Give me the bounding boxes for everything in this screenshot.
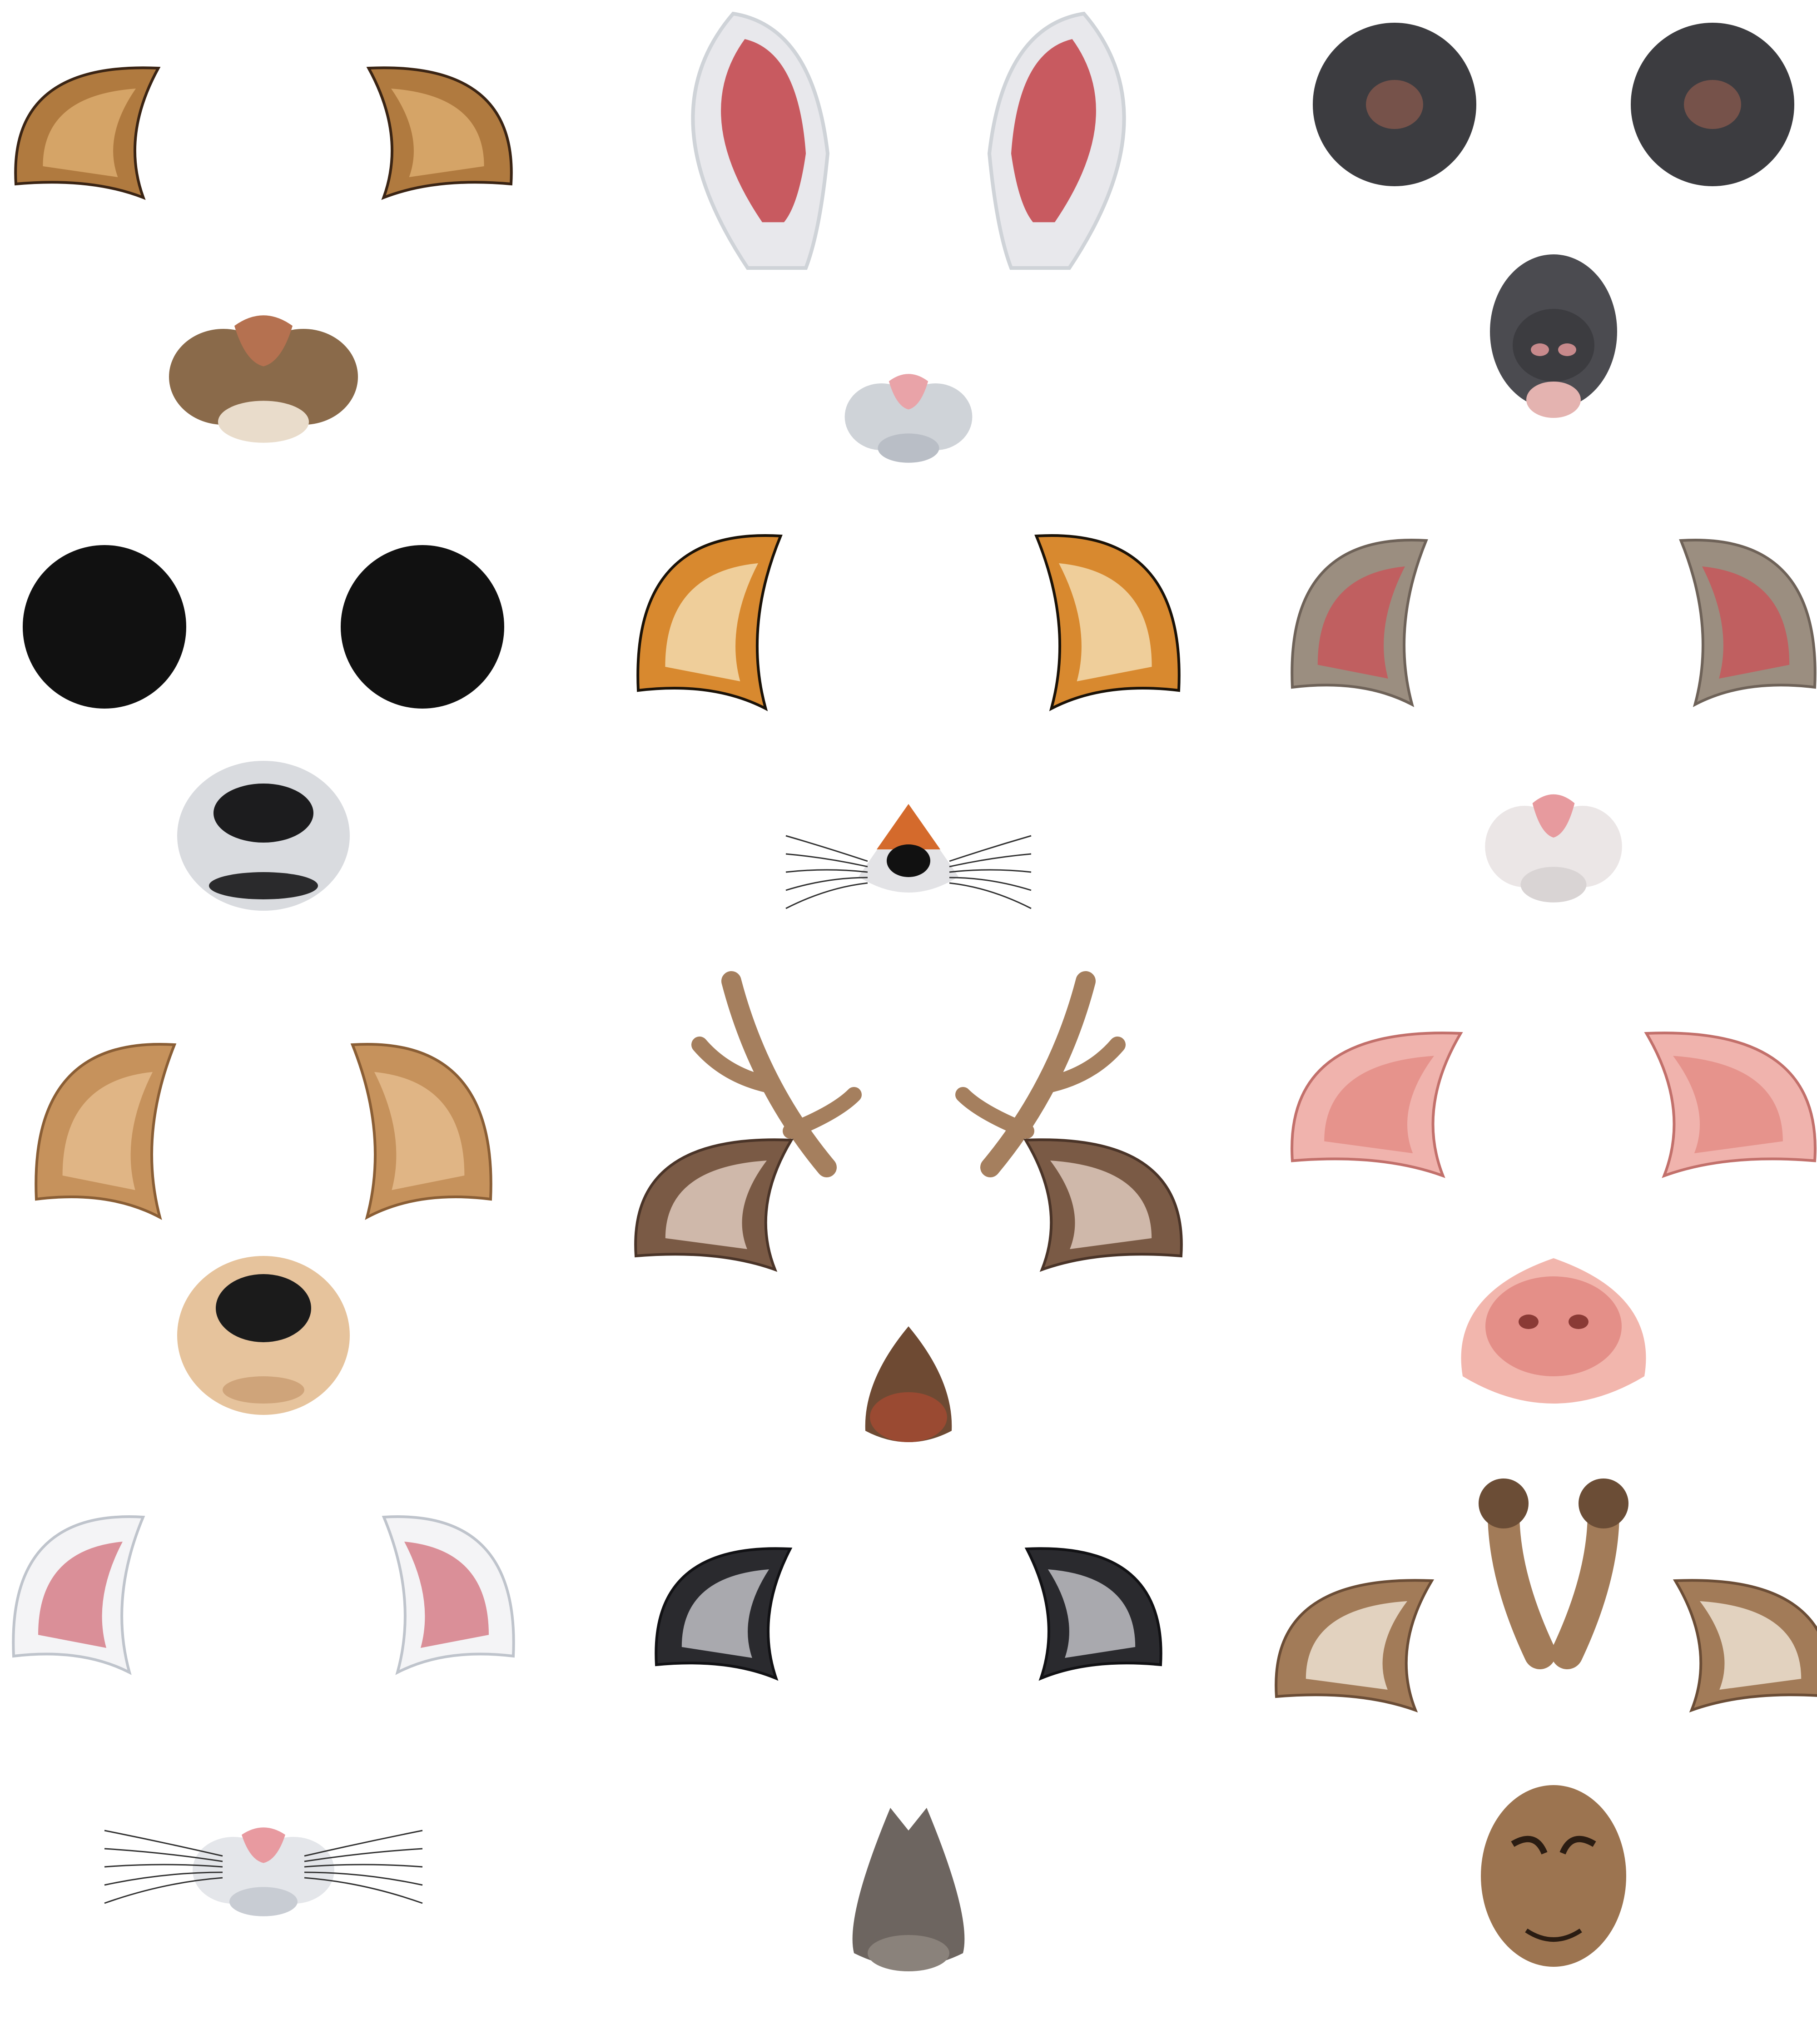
fox-mask	[636, 534, 1181, 909]
hamster-pink-ears	[1291, 539, 1817, 707]
deer-mask	[634, 971, 1183, 1442]
panda-mask	[23, 545, 504, 911]
deer-antlers	[691, 971, 1126, 1177]
tiger-tiger-muzzle	[169, 315, 358, 443]
rabbit-long-ears	[691, 11, 1126, 270]
dog-dog-muzzle	[177, 1256, 350, 1415]
mouse-mask	[1313, 23, 1794, 418]
mouse-mouse-muzzle	[1490, 254, 1617, 418]
hamster-mask	[1291, 539, 1817, 903]
tiger-pointed-fur-ears	[14, 66, 513, 200]
fox-fox-ears	[636, 534, 1181, 711]
cat-mask	[12, 1515, 515, 1916]
rabbit-rabbit-muzzle	[844, 374, 973, 463]
mouse-round-fur-ears	[1313, 23, 1794, 186]
hamster-hamster-muzzle	[1485, 794, 1622, 903]
deer-deer-muzzle	[865, 1326, 952, 1442]
panda-round-black-ears	[23, 545, 504, 709]
donkey-grey-ears	[655, 1547, 1162, 1681]
giraffe-mask	[1275, 1478, 1817, 1967]
cat-cat-muzzle	[104, 1827, 423, 1916]
fox-fox-muzzle	[785, 804, 1032, 909]
tiger-mask	[14, 66, 513, 443]
dog-dog-ears	[35, 1043, 492, 1220]
pig-pig-ears	[1291, 1032, 1817, 1178]
deer-antlers-and-ears	[634, 971, 1183, 1272]
dog-mask	[35, 1043, 492, 1415]
cat-cat-ears	[12, 1515, 515, 1675]
giraffe-ossicones	[1479, 1478, 1628, 1669]
pig-mask	[1291, 1032, 1817, 1404]
panda-panda-muzzle	[177, 761, 350, 911]
rabbit-mask	[691, 11, 1126, 463]
giraffe-giraffe-ears	[1275, 1478, 1817, 1713]
pig-pig-snout	[1461, 1258, 1646, 1404]
donkey-donkey-muzzle	[852, 1808, 965, 1971]
donkey-mask	[655, 1547, 1162, 1971]
giraffe-giraffe-muzzle	[1481, 1785, 1626, 1967]
